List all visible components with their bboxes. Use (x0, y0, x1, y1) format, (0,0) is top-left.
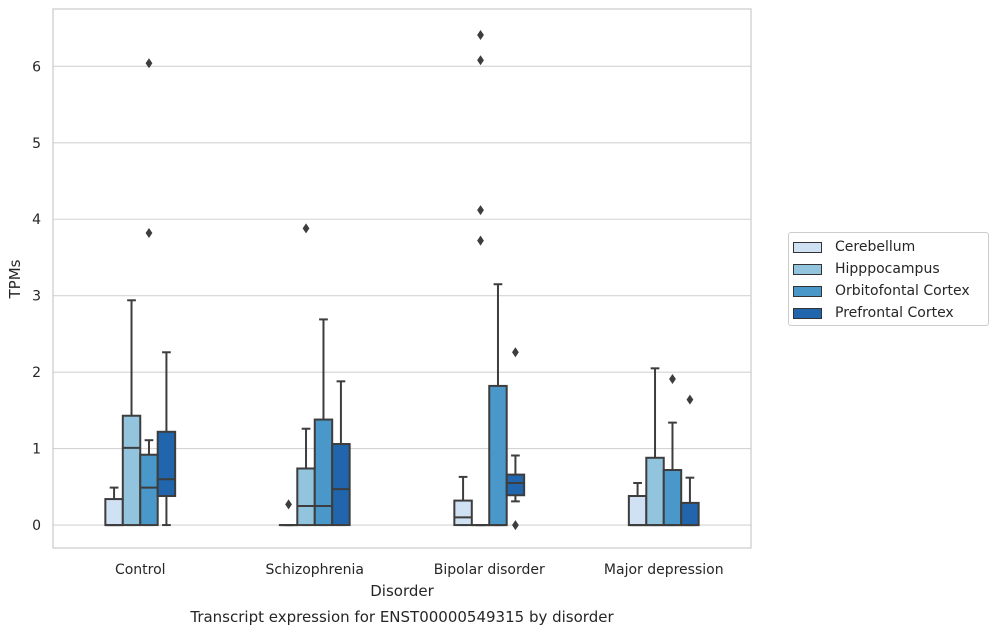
box-body (505, 473, 526, 497)
box-2-0 (139, 58, 159, 527)
x-tick-label: Major depression (604, 562, 724, 578)
box-0-3 (627, 482, 648, 527)
box-body (680, 501, 700, 527)
legend-swatch (793, 307, 822, 319)
x-tick-label: Control (115, 562, 166, 578)
x-tick-label: Schizophrenia (266, 562, 364, 578)
box-2-1 (313, 318, 334, 527)
box-1-2 (470, 29, 491, 527)
y-tick-label: 2 (32, 365, 41, 381)
box-body (139, 453, 159, 527)
y-tick-label: 5 (32, 136, 41, 152)
box-body (453, 499, 473, 527)
box-2-3 (662, 374, 683, 527)
outlier-point (669, 374, 676, 385)
outlier-point (477, 235, 484, 246)
box-body (156, 430, 177, 498)
box-body (331, 443, 351, 527)
legend-item: Cerebellum (793, 236, 988, 258)
box-body (662, 469, 683, 527)
y-tick-label: 4 (32, 212, 41, 228)
legend-label: Hipppocampus (835, 261, 940, 277)
legend-swatch (793, 241, 822, 253)
box-3-0 (156, 351, 177, 527)
box-0-1 (278, 499, 299, 527)
box-body (645, 456, 665, 527)
legend-item: Prefrontal Cortex (793, 302, 988, 324)
box-3-1 (331, 380, 351, 527)
outlier-point (477, 29, 484, 40)
outlier-point (285, 499, 292, 510)
box-groups (104, 29, 700, 531)
legend: Cerebellum Hipppocampus Orbitofontal Corte… (788, 232, 989, 326)
legend-swatch (793, 263, 822, 275)
outlier-point (512, 347, 519, 358)
box-body (296, 467, 316, 527)
x-tick-label: Bipolar disorder (434, 562, 545, 578)
legend-label: Prefrontal Cortex (835, 305, 954, 321)
plot-frame (52, 8, 752, 549)
legend-swatch (793, 285, 822, 297)
y-tick-labels: 0 1 2 3 4 5 6 (32, 59, 41, 534)
outlier-point (145, 228, 153, 239)
y-tick-label: 0 (32, 518, 41, 534)
outlier-point (686, 394, 694, 405)
legend-label: Orbitofontal Cortex (835, 283, 970, 299)
legend-item: Hipppocampus (793, 258, 988, 280)
box-3-2 (505, 347, 526, 531)
outlier-point (145, 58, 153, 69)
y-tick-label: 3 (32, 289, 41, 305)
box-body (313, 418, 334, 527)
box-2-2 (488, 283, 508, 527)
outlier-point (477, 55, 484, 66)
outlier-point (302, 223, 310, 234)
x-axis-label: Disorder (370, 582, 434, 600)
box-0-0 (104, 486, 124, 527)
y-tick-label: 1 (32, 442, 41, 458)
box-body (121, 414, 142, 527)
legend-label: Cerebellum (835, 239, 916, 255)
box-body (627, 495, 648, 527)
outlier-point (477, 205, 484, 216)
box-1-0 (121, 299, 142, 527)
legend-item: Orbitofontal Cortex (793, 280, 988, 302)
box-0-2 (453, 475, 473, 527)
y-axis-label: TPMs (6, 259, 24, 299)
box-3-3 (680, 394, 700, 527)
chart-caption: Transcript expression for ENST0000054931… (189, 608, 614, 626)
box-body (104, 498, 124, 527)
y-tick-label: 6 (32, 59, 41, 75)
x-tick-labels: Control Schizophrenia Bipolar disorder Majo… (115, 562, 724, 578)
outlier-point (512, 520, 519, 531)
box-body (488, 384, 508, 527)
